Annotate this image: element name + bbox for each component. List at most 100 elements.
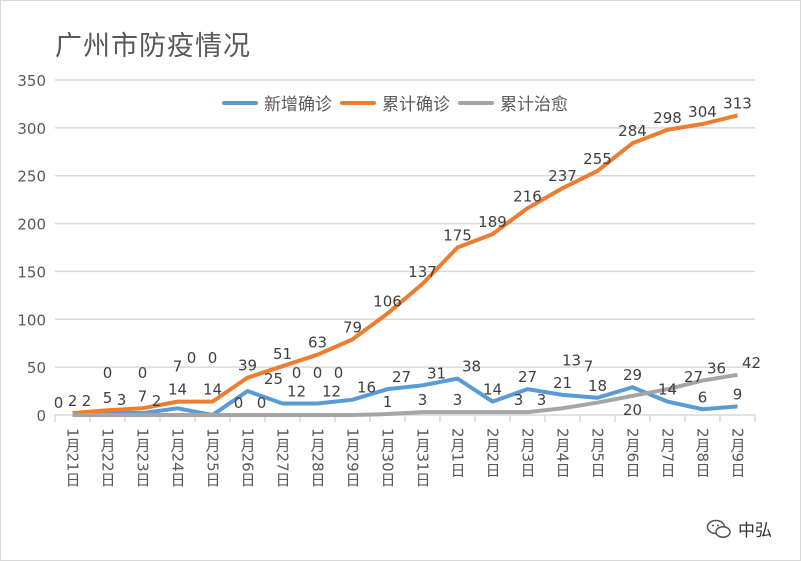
data-label: 313 bbox=[723, 94, 752, 112]
x-tick-label: 2月5日 bbox=[589, 428, 607, 477]
y-tick-label: 200 bbox=[17, 216, 46, 234]
data-label: 2 bbox=[82, 392, 92, 410]
data-label: 3 bbox=[117, 391, 127, 409]
x-tick-label: 1月21日 bbox=[64, 428, 82, 487]
data-label: 0 bbox=[103, 364, 113, 382]
data-label: 39 bbox=[238, 357, 257, 375]
data-label: 1 bbox=[383, 393, 393, 411]
data-label: 0 bbox=[292, 364, 302, 382]
data-label: 51 bbox=[273, 345, 292, 363]
watermark-text: 中弘 bbox=[738, 521, 772, 541]
legend-label: 累计治愈 bbox=[500, 95, 568, 115]
data-label: 31 bbox=[427, 364, 446, 382]
data-label: 14 bbox=[203, 381, 222, 399]
data-label: 21 bbox=[553, 374, 572, 392]
x-tick-label: 1月26日 bbox=[239, 428, 257, 487]
data-label: 3 bbox=[453, 391, 463, 409]
x-tick-label: 1月22日 bbox=[99, 428, 117, 487]
x-tick-label: 1月29日 bbox=[344, 428, 362, 487]
y-tick-label: 0 bbox=[36, 407, 46, 425]
data-label: 0 bbox=[54, 394, 64, 412]
data-label: 3 bbox=[514, 391, 524, 409]
data-label: 20 bbox=[623, 401, 642, 419]
x-tick-label: 2月1日 bbox=[449, 428, 467, 477]
data-label: 12 bbox=[287, 383, 306, 401]
series-line-2 bbox=[72, 113, 738, 416]
data-label: 106 bbox=[373, 293, 402, 311]
x-tick-label: 1月30日 bbox=[379, 428, 397, 487]
x-tick-label: 1月24日 bbox=[169, 428, 187, 487]
x-tick-label: 2月3日 bbox=[519, 428, 537, 477]
data-label: 25 bbox=[264, 370, 283, 388]
legend-item-new: 新增确诊 bbox=[222, 90, 332, 115]
data-label: 29 bbox=[623, 366, 642, 384]
data-label: 27 bbox=[392, 368, 411, 386]
data-label: 36 bbox=[707, 360, 726, 378]
data-label: 12 bbox=[322, 383, 341, 401]
x-tick-label: 2月2日 bbox=[484, 428, 502, 477]
data-label: 14 bbox=[658, 381, 677, 399]
data-label: 0 bbox=[313, 364, 323, 382]
data-label: 175 bbox=[443, 227, 472, 245]
data-label: 3 bbox=[537, 391, 547, 409]
data-label: 18 bbox=[588, 377, 607, 395]
data-label: 237 bbox=[548, 167, 577, 185]
y-tick-label: 350 bbox=[17, 72, 46, 90]
x-tick-label: 1月28日 bbox=[309, 428, 327, 487]
data-label: 3 bbox=[418, 391, 428, 409]
data-label: 298 bbox=[653, 109, 682, 127]
data-label: 0 bbox=[208, 349, 218, 367]
legend-label: 累计确诊 bbox=[382, 95, 450, 115]
data-label: 16 bbox=[357, 379, 376, 397]
data-label: 255 bbox=[583, 150, 612, 168]
data-label: 2 bbox=[68, 392, 78, 410]
x-tick-label: 1月27日 bbox=[274, 428, 292, 487]
data-label: 0 bbox=[257, 394, 267, 412]
x-tick-label: 2月9日 bbox=[729, 428, 747, 477]
legend-swatch bbox=[340, 100, 376, 105]
x-tick-label: 2月8日 bbox=[694, 428, 712, 477]
data-label: 13 bbox=[562, 352, 581, 370]
data-label: 0 bbox=[334, 364, 344, 382]
data-label: 7 bbox=[173, 357, 183, 375]
x-tick-label: 1月25日 bbox=[204, 428, 222, 487]
y-tick-label: 100 bbox=[17, 311, 46, 329]
watermark: 中弘 bbox=[706, 516, 772, 541]
y-tick-label: 50 bbox=[27, 359, 46, 377]
x-tick-label: 1月23日 bbox=[134, 428, 152, 487]
y-tick-label: 250 bbox=[17, 168, 46, 186]
legend-label: 新增确诊 bbox=[264, 95, 332, 115]
y-tick-label: 150 bbox=[17, 263, 46, 281]
data-label: 5 bbox=[103, 389, 113, 407]
x-tick-label: 2月6日 bbox=[624, 428, 642, 477]
data-label: 0 bbox=[187, 349, 197, 367]
series-line-3 bbox=[72, 372, 738, 417]
data-label: 7 bbox=[584, 357, 594, 375]
data-label: 14 bbox=[168, 381, 187, 399]
data-label: 38 bbox=[462, 358, 481, 376]
data-label: 6 bbox=[698, 388, 708, 406]
data-label: 284 bbox=[618, 122, 647, 140]
data-label: 9 bbox=[733, 385, 743, 403]
x-tick-label: 2月7日 bbox=[659, 428, 677, 477]
data-label: 42 bbox=[742, 354, 761, 372]
data-label: 63 bbox=[308, 334, 327, 352]
data-label: 7 bbox=[138, 387, 148, 405]
legend-item-cumulative: 累计确诊 bbox=[340, 90, 450, 115]
data-label: 79 bbox=[343, 318, 362, 336]
legend: 新增确诊 累计确诊 累计治愈 bbox=[222, 90, 576, 115]
data-label: 0 bbox=[138, 364, 148, 382]
legend-swatch bbox=[458, 100, 494, 105]
legend-item-cured: 累计治愈 bbox=[458, 90, 568, 115]
data-label: 189 bbox=[478, 213, 507, 231]
data-label: 137 bbox=[408, 263, 437, 281]
data-label: 0 bbox=[234, 394, 244, 412]
chart-title: 广州市防疫情况 bbox=[55, 31, 251, 62]
data-label: 216 bbox=[513, 187, 542, 205]
data-label: 27 bbox=[518, 368, 537, 386]
x-tick-label: 2月4日 bbox=[554, 428, 572, 477]
data-label: 27 bbox=[684, 368, 703, 386]
y-tick-label: 300 bbox=[17, 120, 46, 138]
